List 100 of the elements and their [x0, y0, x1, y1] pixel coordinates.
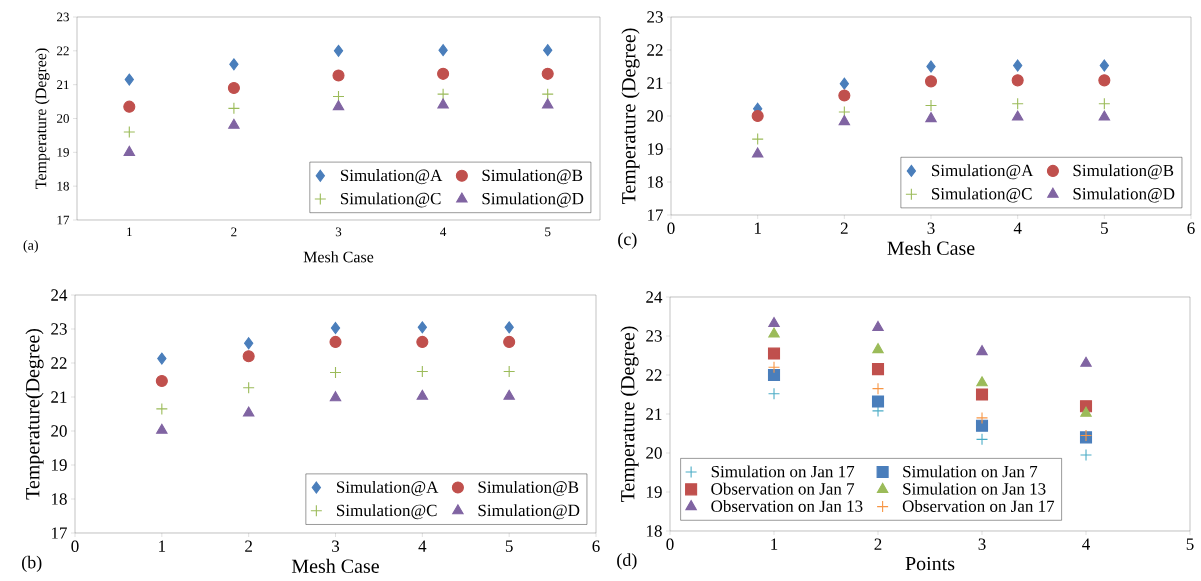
- point: [504, 321, 514, 334]
- x-tick-label: 1: [754, 222, 761, 234]
- point: [123, 125, 136, 139]
- point: [1011, 74, 1024, 87]
- y-tick-label: 20: [647, 110, 663, 122]
- legend-label: Simulation@A: [340, 169, 443, 185]
- legend-label: Simulation@A: [932, 164, 1034, 180]
- point: [242, 381, 255, 394]
- y-tick-label: 22: [646, 369, 662, 381]
- x-tick-label: 3: [927, 222, 935, 234]
- y-tick-label: 17: [51, 527, 67, 539]
- text: (b): [22, 555, 42, 573]
- x-tick-label: 1: [127, 227, 132, 237]
- point: [767, 361, 781, 374]
- x-tick-label: 0: [667, 222, 675, 235]
- y-tick-label: 23: [57, 12, 69, 22]
- y-tick-label: 18: [647, 176, 663, 188]
- point: [416, 335, 429, 348]
- x-tick-label: 2: [874, 538, 882, 550]
- x-tick-label: 2: [231, 227, 237, 237]
- legend-label: Simulation on Jan 7: [903, 465, 1038, 478]
- point: [227, 82, 240, 95]
- point: [768, 327, 780, 338]
- point: [925, 112, 937, 123]
- point: [871, 395, 885, 408]
- x-tick-label: 0: [666, 538, 674, 551]
- x-tick-label: 2: [245, 540, 252, 552]
- x-tick-label: 2: [840, 222, 848, 234]
- point: [838, 115, 851, 126]
- x-tick-label: 3: [335, 227, 342, 237]
- legend-label: Simulation@C: [932, 187, 1032, 203]
- x-tick-label: 5: [505, 540, 513, 552]
- point: [329, 391, 342, 402]
- point: [503, 365, 516, 378]
- point: [155, 374, 168, 388]
- point: [503, 335, 516, 348]
- y-tick-label: 21: [647, 77, 663, 89]
- legend-label: Simulation@C: [337, 504, 437, 520]
- y-tick-label: 19: [57, 147, 69, 157]
- y-axis-title: Temperature(Degree): [25, 328, 44, 500]
- point: [1098, 110, 1111, 121]
- point: [503, 389, 515, 400]
- y-axis-title: Temperature (Degree): [620, 326, 639, 503]
- point: [871, 382, 885, 395]
- y-axis-title: Temperature (Degree): [35, 48, 50, 189]
- x-tick-label: 4: [440, 227, 447, 237]
- point: [437, 98, 449, 109]
- text: (c): [618, 232, 637, 249]
- legend-label: Simulation@B: [1073, 164, 1174, 180]
- point: [228, 118, 240, 129]
- point: [156, 423, 168, 434]
- y-tick-label: 24: [646, 291, 663, 303]
- point: [872, 320, 884, 331]
- y-tick-label: 23: [51, 323, 67, 335]
- point: [926, 60, 936, 73]
- y-tick-label: 20: [51, 425, 67, 437]
- point: [332, 100, 345, 111]
- legend-label: Simulation@B: [478, 480, 579, 496]
- y-tick-label: 17: [647, 209, 663, 221]
- x-tick-label: 5: [1186, 538, 1194, 550]
- point: [751, 133, 764, 146]
- x-tick-label: 1: [159, 540, 166, 552]
- point: [541, 98, 554, 109]
- y-tick-label: 21: [646, 408, 662, 420]
- point: [767, 387, 781, 400]
- y-tick-label: 24: [51, 289, 68, 301]
- y-tick-label: 17: [57, 215, 70, 225]
- point: [541, 67, 554, 80]
- y-tick-label: 19: [646, 486, 662, 498]
- x-tick-label: 5: [545, 227, 551, 237]
- point: [155, 402, 168, 415]
- point: [242, 406, 255, 417]
- point: [437, 67, 450, 80]
- legend-label: Observation on Jan 17: [902, 499, 1055, 512]
- point: [1080, 356, 1092, 367]
- point: [975, 433, 989, 446]
- y-axis-title: Temperature (Degree): [621, 28, 640, 205]
- point: [1013, 59, 1023, 72]
- point: [975, 388, 989, 401]
- legend-label: Simulation@C: [340, 192, 441, 208]
- y-tick-label: 21: [51, 391, 67, 403]
- point: [767, 368, 781, 382]
- x-tick-label: 0: [71, 540, 79, 553]
- x-tick-label: 4: [418, 540, 427, 552]
- point: [751, 109, 764, 123]
- x-axis-title: Mesh Case: [291, 558, 379, 573]
- point: [751, 147, 764, 158]
- point: [243, 337, 254, 350]
- point: [242, 350, 255, 363]
- point: [1011, 110, 1024, 121]
- point: [839, 77, 850, 90]
- point: [1098, 74, 1111, 87]
- point: [838, 89, 851, 102]
- point: [871, 363, 885, 376]
- legend-label: Simulation on Jan 17: [711, 465, 855, 478]
- y-tick-label: 22: [647, 44, 663, 56]
- y-tick-label: 20: [57, 114, 69, 123]
- point: [229, 58, 239, 71]
- point: [1098, 97, 1111, 110]
- x-tick-label: 6: [592, 540, 600, 552]
